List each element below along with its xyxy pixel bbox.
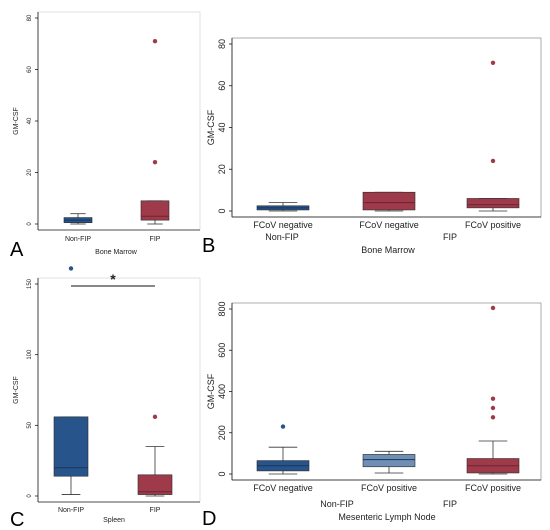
y-tick-label: 0 (217, 208, 227, 213)
y-tick-label: 0 (27, 222, 33, 226)
y-tick-label: 800 (217, 301, 227, 316)
y-tick-label: 200 (217, 425, 227, 440)
panel-letter: D (202, 508, 216, 530)
outlier-point (490, 415, 496, 420)
outlier-point (280, 424, 286, 429)
box-body (362, 454, 416, 468)
x-axis-label: Bone Marrow (361, 245, 415, 255)
y-tick-label: 20 (27, 169, 33, 176)
outlier-point (490, 60, 496, 65)
y-tick-label: 20 (217, 164, 227, 174)
category-label: FIP (150, 507, 161, 514)
outlier-point (152, 160, 158, 165)
category-label: Non-FIP (58, 507, 84, 514)
significance-marker: * (110, 271, 116, 287)
y-axis-label: GM-CSF (13, 376, 20, 404)
box-3 (466, 60, 520, 212)
y-tick-label: 80 (27, 14, 33, 21)
category-label: FCoV positive (465, 220, 521, 230)
box-body (140, 200, 170, 221)
outlier-point (152, 38, 158, 44)
y-tick-label: 100 (27, 349, 33, 360)
y-axis-label: GM-CSF (13, 107, 20, 135)
category-label: FCoV negative (359, 220, 419, 230)
outlier-point (490, 396, 496, 401)
outlier-point (490, 158, 496, 164)
y-axis-label: GM-CSF (206, 373, 216, 409)
x-axis-label: Spleen (103, 517, 125, 524)
box-2 (362, 191, 416, 212)
category-label: FCoV negative (253, 483, 313, 493)
box-body (53, 416, 89, 477)
box-2 (140, 38, 170, 225)
panel-letter: A (10, 239, 24, 261)
category-label: FCoV positive (465, 483, 521, 493)
group-label: FIP (443, 232, 457, 242)
category-label: FCoV negative (253, 220, 313, 230)
y-tick-label: 60 (217, 81, 227, 91)
y-tick-label: 40 (27, 117, 33, 124)
outlier-point (490, 405, 496, 411)
group-label: Non-FIP (265, 232, 299, 242)
group-label: Non-FIP (320, 499, 354, 509)
box-2 (362, 450, 416, 474)
box-body (137, 474, 173, 495)
outlier-point (152, 414, 158, 420)
y-tick-label: 150 (27, 278, 33, 289)
panel-letter: B (202, 235, 215, 257)
plot-frame (231, 37, 542, 218)
y-tick-label: 400 (217, 384, 227, 399)
box-1 (256, 424, 310, 475)
y-tick-label: 0 (217, 471, 227, 476)
y-tick-label: 600 (217, 343, 227, 358)
category-label: Non-FIP (65, 236, 91, 243)
box-1 (53, 266, 89, 495)
box-body (362, 191, 416, 211)
category-label: FCoV positive (361, 483, 417, 493)
y-tick-label: 0 (27, 494, 33, 498)
outlier-point (490, 305, 496, 311)
x-axis-label: Bone Marrow (95, 249, 138, 256)
box-1 (63, 213, 93, 225)
x-axis-label: Mesenteric Lymph Node (338, 512, 435, 522)
group-label: FIP (443, 499, 457, 509)
panel-letter: C (10, 509, 24, 530)
y-tick-label: 80 (217, 39, 227, 49)
box-3 (466, 305, 520, 475)
box-2 (137, 414, 173, 497)
outlier-point (68, 266, 74, 271)
y-axis-label: GM-CSF (206, 109, 216, 145)
box-body (466, 198, 520, 209)
box-1 (256, 202, 310, 212)
y-tick-label: 40 (217, 122, 227, 132)
plot-frame (231, 302, 542, 481)
category-label: FIP (150, 236, 161, 243)
y-tick-label: 60 (27, 66, 33, 73)
y-tick-label: 50 (27, 421, 33, 428)
plot-frame (37, 11, 201, 231)
